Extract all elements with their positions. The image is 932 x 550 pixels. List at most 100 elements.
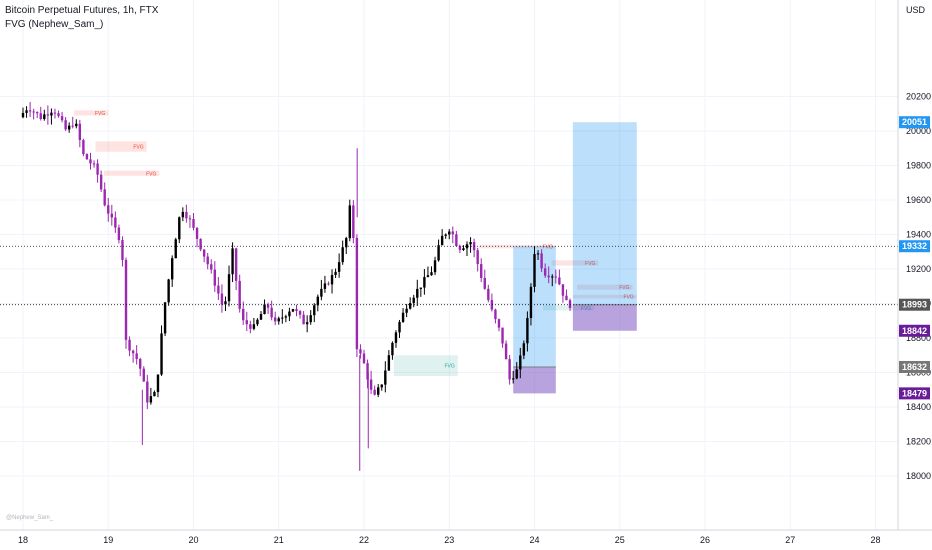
candle-body xyxy=(345,238,348,248)
chart-title: Bitcoin Perpetual Futures, 1h, FTX xyxy=(5,5,159,16)
position-stop-zone[interactable] xyxy=(572,304,637,331)
candle-body xyxy=(565,295,568,301)
candle-body xyxy=(259,314,263,320)
candle-body xyxy=(199,238,202,250)
candle-body xyxy=(501,327,504,344)
candle-body xyxy=(206,256,209,265)
candle-body xyxy=(117,227,121,241)
candle-body xyxy=(53,112,57,114)
candle-body xyxy=(110,213,114,218)
price-badge-label: 18993 xyxy=(902,300,927,310)
candle-body xyxy=(99,174,103,190)
candle-body xyxy=(28,110,32,112)
x-tick-label: 22 xyxy=(359,535,369,545)
candle-body xyxy=(313,305,316,316)
candle-body xyxy=(142,368,145,382)
candle-body xyxy=(277,318,280,322)
candle-body xyxy=(160,333,163,375)
candle-body xyxy=(298,311,302,315)
x-tick-label: 20 xyxy=(188,535,198,545)
candle-body xyxy=(465,244,469,249)
watermark: @Nephew_Sam_ xyxy=(6,515,54,521)
candle-body xyxy=(497,319,501,328)
price-badge xyxy=(899,298,930,311)
candle-body xyxy=(529,286,533,318)
price-badge-label: 19332 xyxy=(902,241,927,251)
candle-body xyxy=(188,218,192,220)
candle-body xyxy=(355,237,359,350)
candle-body xyxy=(320,288,323,297)
candle-body xyxy=(458,245,462,250)
candle-body xyxy=(519,355,522,370)
candle-body xyxy=(25,110,28,113)
x-tick-label: 21 xyxy=(274,535,284,545)
candle-body xyxy=(252,324,256,329)
candle-body xyxy=(256,319,259,325)
position-stop-zone[interactable] xyxy=(513,366,556,394)
candle-body xyxy=(67,125,71,130)
candle-body xyxy=(401,312,405,322)
fvg-box xyxy=(393,355,458,376)
price-badge xyxy=(899,360,930,373)
candle-body xyxy=(412,297,415,304)
x-tick-label: 18 xyxy=(18,535,28,545)
candle-body xyxy=(238,280,241,309)
candle-body xyxy=(448,231,451,235)
candle-body xyxy=(508,359,511,380)
candle-body xyxy=(451,231,455,235)
candle-body xyxy=(167,279,170,303)
candle-body xyxy=(153,392,156,397)
candle-body xyxy=(380,384,383,388)
candle-body xyxy=(234,248,238,281)
candle-body xyxy=(341,247,344,263)
candle-body xyxy=(89,159,92,164)
candle-body xyxy=(57,113,60,117)
candle-body xyxy=(323,283,327,289)
candle-body xyxy=(131,350,135,354)
fvg-box xyxy=(74,110,109,116)
candle-body xyxy=(245,320,248,325)
candle-body xyxy=(266,304,270,308)
y-tick-label: 20200 xyxy=(906,92,931,102)
fvg-box xyxy=(543,305,595,311)
candle-body xyxy=(398,321,401,333)
candle-body xyxy=(444,234,447,236)
price-badge xyxy=(899,324,930,337)
y-tick-label: 19400 xyxy=(906,230,931,240)
candle-body xyxy=(170,258,174,280)
candle-body xyxy=(437,245,440,261)
candle-body xyxy=(295,309,298,312)
candle-body xyxy=(551,276,554,278)
candle-body xyxy=(195,227,199,239)
candle-body xyxy=(426,275,430,278)
candle-body xyxy=(103,189,106,206)
candle-body xyxy=(64,120,67,130)
fvg-box xyxy=(95,141,147,152)
y-tick-label: 18800 xyxy=(906,333,931,343)
candle-body xyxy=(281,317,284,319)
candle-body xyxy=(384,370,387,385)
y-tick-label: 19200 xyxy=(906,264,931,274)
candle-body xyxy=(348,205,351,239)
candle-body xyxy=(480,264,483,278)
candle-body xyxy=(408,303,412,309)
candle-body xyxy=(334,271,337,275)
price-badge-label: 18479 xyxy=(902,388,927,398)
box-layer: FVGFVGFVGFVGFVGFVGFVGFVGFVG xyxy=(74,110,637,394)
candle-body xyxy=(554,276,558,278)
candle-body xyxy=(526,317,529,344)
candle-body xyxy=(82,140,85,155)
x-tick-label: 25 xyxy=(615,535,625,545)
candle-body xyxy=(423,277,426,288)
candle-body xyxy=(107,205,110,214)
candle-body xyxy=(43,114,46,120)
fvg-label: FVG xyxy=(624,295,634,301)
fvg-box xyxy=(572,294,637,299)
candle-body xyxy=(146,381,149,403)
candle-body xyxy=(124,260,128,340)
x-tick-label: 24 xyxy=(529,535,539,545)
candle-body xyxy=(224,301,227,305)
position-target-zone[interactable] xyxy=(572,122,637,305)
